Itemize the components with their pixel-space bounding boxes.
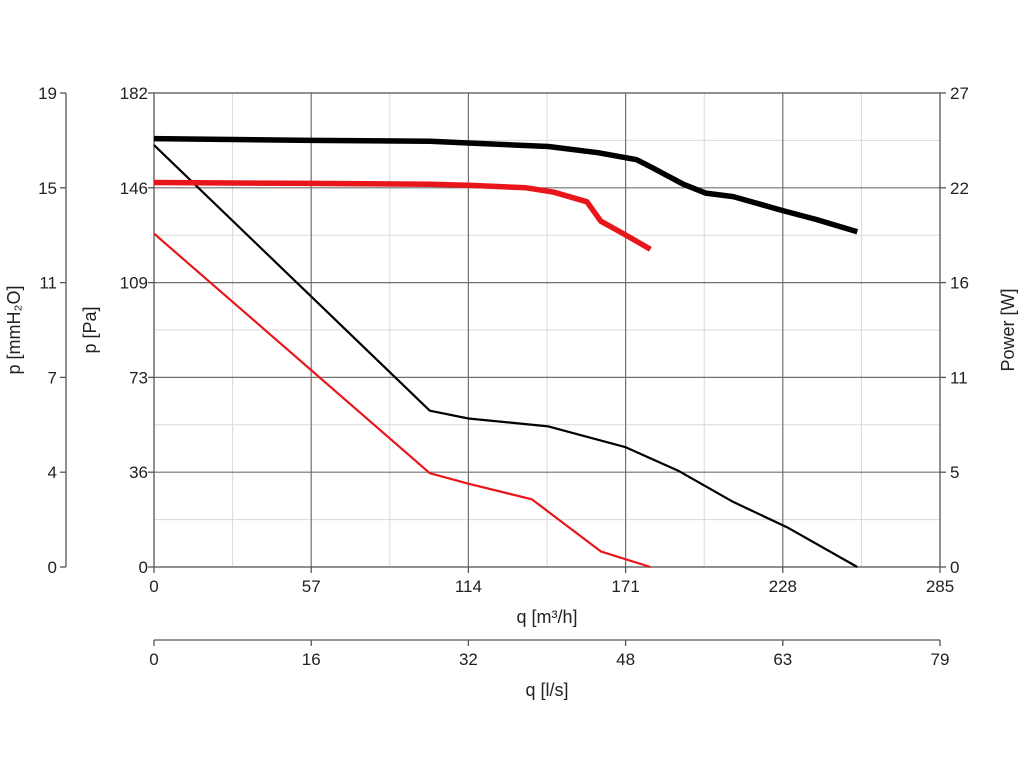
- x-secondary-tick-label: 0: [149, 650, 158, 669]
- y-right-tick-label: 11: [950, 368, 968, 387]
- x-secondary-tick-label: 63: [773, 650, 792, 669]
- y-right-tick-label: 0: [950, 558, 959, 577]
- pressure-curve-red: [153, 232, 651, 569]
- plot-area-border: [153, 92, 941, 568]
- major-grid: [154, 93, 940, 567]
- y-main-tick-label: 0: [139, 558, 148, 577]
- y-secondary-axis-title: p [mmH₂O]: [4, 286, 24, 375]
- x-main-tick-label: 57: [302, 577, 321, 596]
- minor-grid: [154, 93, 940, 567]
- y-right-tick-label: 5: [950, 463, 959, 482]
- y-main-tick-label: 73: [129, 368, 148, 387]
- y-secondary-tick-label: 4: [48, 463, 57, 482]
- y-main-axis-title: p [Pa]: [80, 306, 100, 353]
- y-right-tick-label: 16: [950, 274, 969, 293]
- power-curve-black: [153, 135, 859, 235]
- x-secondary-tick-label: 48: [616, 650, 635, 669]
- x-main-tick-label: 114: [455, 577, 482, 596]
- x-main-tick-label: 171: [611, 577, 639, 596]
- plot-frame: [153, 92, 941, 568]
- x-main-axis-title: q [m³/h]: [516, 607, 577, 627]
- y-main-tick-label: 182: [120, 84, 148, 103]
- x-main-tick-label: 285: [926, 577, 954, 596]
- x-secondary-axis-title: q [l/s]: [525, 680, 568, 700]
- power-curve-red: [153, 179, 652, 252]
- y-secondary-tick-label: 7: [48, 368, 57, 387]
- y-secondary-tick-label: 0: [48, 558, 57, 577]
- y-right-axis-title: Power [W]: [998, 288, 1018, 371]
- x-main-tick-label: 228: [769, 577, 797, 596]
- y-main-tick-label: 36: [129, 463, 148, 482]
- y-main-tick-label: 146: [120, 179, 148, 198]
- y-main-tick-label: 109: [120, 274, 148, 293]
- y-right-tick-label: 27: [950, 84, 969, 103]
- x-secondary-tick-label: 32: [459, 650, 478, 669]
- x-main-tick-label: 0: [149, 577, 158, 596]
- y-secondary-tick-label: 19: [38, 84, 57, 103]
- y-secondary-tick-label: 11: [39, 274, 57, 293]
- series-layer: [153, 135, 859, 569]
- x-secondary-tick-label: 79: [931, 650, 950, 669]
- y-right-tick-label: 22: [950, 179, 969, 198]
- x-secondary-tick-label: 16: [302, 650, 321, 669]
- y-secondary-tick-label: 15: [38, 179, 57, 198]
- pressure-curve-black: [153, 144, 858, 568]
